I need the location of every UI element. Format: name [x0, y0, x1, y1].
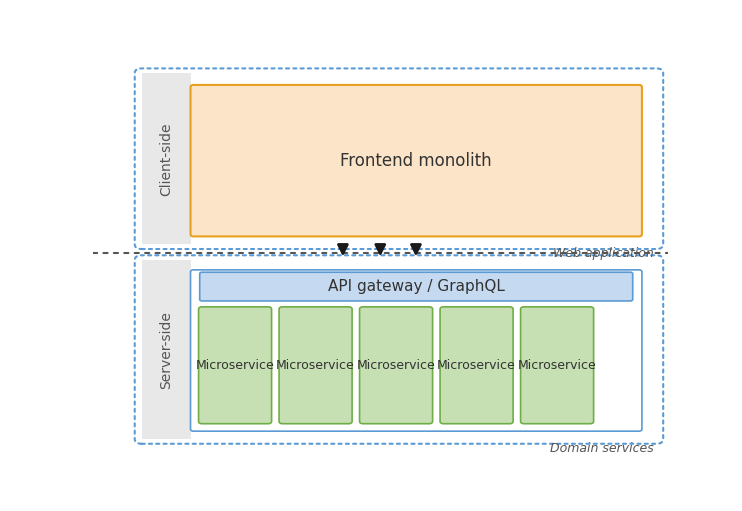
Bar: [142, 260, 191, 439]
Text: Microservice: Microservice: [276, 359, 355, 372]
FancyBboxPatch shape: [279, 307, 352, 424]
FancyBboxPatch shape: [200, 272, 633, 301]
Text: Microservice: Microservice: [437, 359, 516, 372]
FancyBboxPatch shape: [199, 307, 272, 424]
Text: Microservice: Microservice: [357, 359, 436, 372]
Text: Microservice: Microservice: [196, 359, 275, 372]
Text: Domain services: Domain services: [550, 442, 654, 455]
Bar: [142, 73, 191, 244]
FancyBboxPatch shape: [360, 307, 433, 424]
Text: Web application: Web application: [553, 247, 654, 261]
Text: Frontend monolith: Frontend monolith: [341, 152, 492, 170]
Text: Client-side: Client-side: [159, 122, 173, 196]
Text: API gateway / GraphQL: API gateway / GraphQL: [328, 279, 505, 294]
FancyBboxPatch shape: [440, 307, 513, 424]
Text: Microservice: Microservice: [518, 359, 597, 372]
FancyBboxPatch shape: [191, 270, 642, 431]
FancyBboxPatch shape: [521, 307, 594, 424]
Text: Server-side: Server-side: [159, 311, 173, 389]
FancyBboxPatch shape: [191, 85, 642, 237]
